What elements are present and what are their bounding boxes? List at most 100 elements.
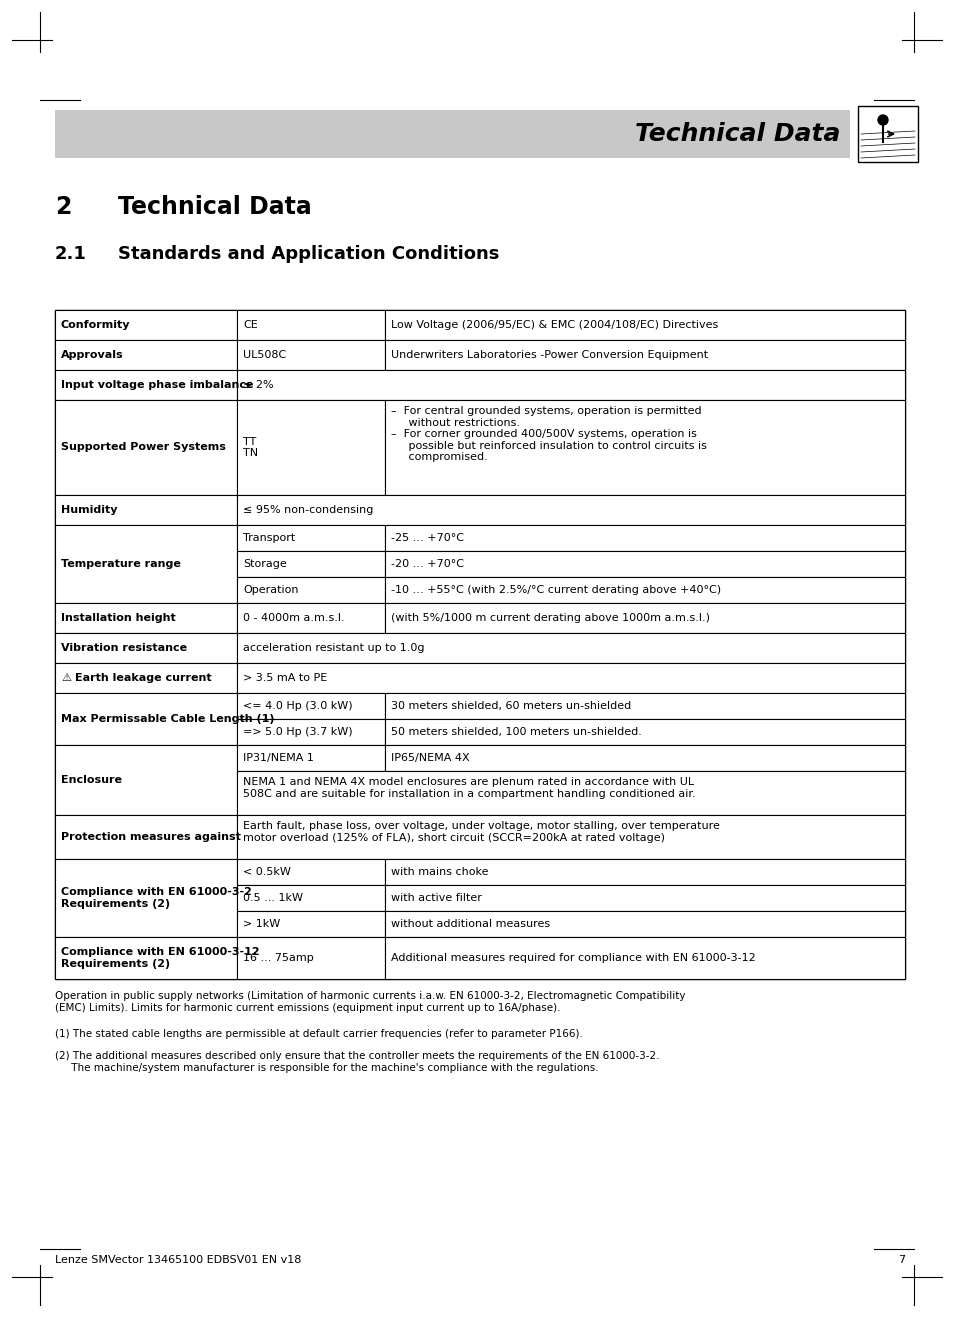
Text: IP31/NEMA 1: IP31/NEMA 1 xyxy=(243,753,314,763)
Text: Low Voltage (2006/95/EC) & EMC (2004/108/EC) Directives: Low Voltage (2006/95/EC) & EMC (2004/108… xyxy=(391,320,718,331)
Text: Installation height: Installation height xyxy=(61,612,175,623)
Text: with active filter: with active filter xyxy=(391,893,481,903)
Text: 0.5 ... 1kW: 0.5 ... 1kW xyxy=(243,893,303,903)
Text: 16 ... 75amp: 16 ... 75amp xyxy=(243,954,314,963)
Text: Standards and Application Conditions: Standards and Application Conditions xyxy=(118,245,498,263)
Bar xyxy=(236,936,385,979)
Text: Additional measures required for compliance with EN 61000-3-12: Additional measures required for complia… xyxy=(391,954,755,963)
Bar xyxy=(236,859,385,885)
Bar xyxy=(236,885,385,911)
Bar xyxy=(236,815,904,859)
Text: acceleration resistant up to 1.0g: acceleration resistant up to 1.0g xyxy=(243,643,424,653)
Text: Enclosure: Enclosure xyxy=(61,774,122,785)
Bar xyxy=(385,309,904,340)
Bar xyxy=(385,693,904,719)
Text: NEMA 1 and NEMA 4X model enclosures are plenum rated in accordance with UL
508C : NEMA 1 and NEMA 4X model enclosures are … xyxy=(243,777,695,798)
Text: Approvals: Approvals xyxy=(61,350,124,360)
Bar xyxy=(385,577,904,603)
Bar xyxy=(236,551,385,577)
Text: -20 … +70°C: -20 … +70°C xyxy=(391,558,463,569)
Bar xyxy=(236,911,385,936)
Bar xyxy=(385,911,904,936)
Bar xyxy=(55,400,236,495)
Bar xyxy=(55,662,236,693)
Text: Transport: Transport xyxy=(243,533,294,543)
Bar xyxy=(55,815,236,859)
Bar xyxy=(55,603,236,633)
Text: => 5.0 Hp (3.7 kW): => 5.0 Hp (3.7 kW) xyxy=(243,727,353,738)
Bar xyxy=(55,370,236,400)
Text: 50 meters shielded, 100 meters un-shielded.: 50 meters shielded, 100 meters un-shield… xyxy=(391,727,641,738)
Text: 0 - 4000m a.m.s.l.: 0 - 4000m a.m.s.l. xyxy=(243,612,344,623)
Bar xyxy=(236,309,385,340)
Bar xyxy=(385,859,904,885)
Text: Operation in public supply networks (Limitation of harmonic currents i.a.w. EN 6: Operation in public supply networks (Lim… xyxy=(55,990,685,1013)
Text: Supported Power Systems: Supported Power Systems xyxy=(61,443,226,453)
Bar xyxy=(385,551,904,577)
Bar xyxy=(55,309,236,340)
Text: > 3.5 mA to PE: > 3.5 mA to PE xyxy=(243,673,327,684)
Text: Technical Data: Technical Data xyxy=(118,195,312,219)
Bar xyxy=(55,745,236,815)
Text: Earth leakage current: Earth leakage current xyxy=(75,673,212,684)
Bar xyxy=(55,693,236,745)
Text: 2: 2 xyxy=(55,195,71,219)
Bar xyxy=(236,525,385,551)
Bar xyxy=(55,525,236,603)
Text: (1) The stated cable lengths are permissible at default carrier frequencies (ref: (1) The stated cable lengths are permiss… xyxy=(55,1029,582,1039)
Bar xyxy=(236,662,904,693)
Text: (2) The additional measures described only ensure that the controller meets the : (2) The additional measures described on… xyxy=(55,1051,659,1072)
Text: Temperature range: Temperature range xyxy=(61,558,181,569)
Bar xyxy=(385,340,904,370)
Text: -25 … +70°C: -25 … +70°C xyxy=(391,533,463,543)
Text: Earth fault, phase loss, over voltage, under voltage, motor stalling, over tempe: Earth fault, phase loss, over voltage, u… xyxy=(243,820,720,843)
Bar xyxy=(385,719,904,745)
Circle shape xyxy=(877,115,887,125)
Bar xyxy=(236,603,385,633)
Bar xyxy=(236,745,385,770)
Text: 2.1: 2.1 xyxy=(55,245,87,263)
Text: < 0.5kW: < 0.5kW xyxy=(243,867,291,877)
Text: with mains choke: with mains choke xyxy=(391,867,488,877)
Bar xyxy=(55,111,849,158)
Text: Protection measures against: Protection measures against xyxy=(61,832,240,842)
Text: IP65/NEMA 4X: IP65/NEMA 4X xyxy=(391,753,469,763)
Text: > 1kW: > 1kW xyxy=(243,919,280,928)
Text: Conformity: Conformity xyxy=(61,320,131,331)
Text: Operation: Operation xyxy=(243,585,298,595)
Text: (with 5%/1000 m current derating above 1000m a.m.s.l.): (with 5%/1000 m current derating above 1… xyxy=(391,612,709,623)
Text: Input voltage phase imbalance: Input voltage phase imbalance xyxy=(61,381,253,390)
Text: 7: 7 xyxy=(897,1255,904,1266)
Bar xyxy=(236,770,904,815)
Text: CE: CE xyxy=(243,320,257,331)
Text: ≤ 2%: ≤ 2% xyxy=(243,381,274,390)
Bar xyxy=(55,633,236,662)
Bar xyxy=(385,525,904,551)
Bar xyxy=(385,936,904,979)
Text: Lenze SMVector 13465100 EDBSV01 EN v18: Lenze SMVector 13465100 EDBSV01 EN v18 xyxy=(55,1255,301,1266)
Text: TT
TN: TT TN xyxy=(243,437,258,458)
Bar xyxy=(236,719,385,745)
Bar xyxy=(236,340,385,370)
Bar xyxy=(236,495,904,525)
Bar xyxy=(385,885,904,911)
Text: UL508C: UL508C xyxy=(243,350,286,360)
Text: Vibration resistance: Vibration resistance xyxy=(61,643,187,653)
Text: ⚠: ⚠ xyxy=(61,673,71,684)
Bar xyxy=(236,370,904,400)
Bar xyxy=(385,400,904,495)
Bar xyxy=(55,859,236,936)
Text: Technical Data: Technical Data xyxy=(634,122,840,146)
Bar xyxy=(857,105,917,162)
Text: Humidity: Humidity xyxy=(61,504,117,515)
Bar xyxy=(55,495,236,525)
Bar xyxy=(55,340,236,370)
Bar xyxy=(385,745,904,770)
Text: Compliance with EN 61000-3-12
Requirements (2): Compliance with EN 61000-3-12 Requiremen… xyxy=(61,947,259,969)
Text: -10 … +55°C (with 2.5%/°C current derating above +40°C): -10 … +55°C (with 2.5%/°C current derati… xyxy=(391,585,720,595)
Text: Max Permissable Cable Length (1): Max Permissable Cable Length (1) xyxy=(61,714,274,724)
Bar xyxy=(385,603,904,633)
Bar xyxy=(236,693,385,719)
Text: Storage: Storage xyxy=(243,558,287,569)
Text: ≤ 95% non-condensing: ≤ 95% non-condensing xyxy=(243,504,373,515)
